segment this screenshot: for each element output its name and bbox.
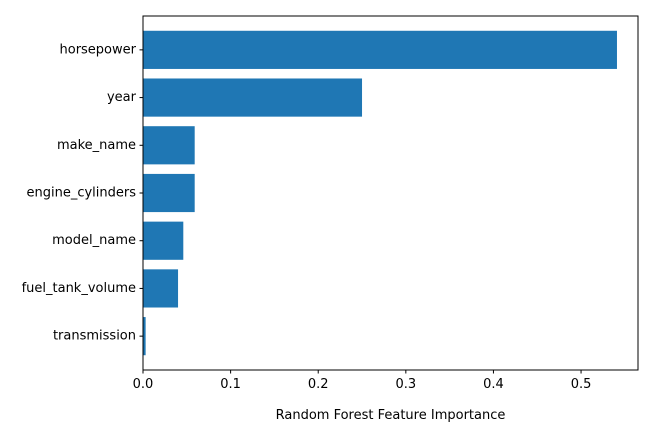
y-tick-label: transmission bbox=[53, 329, 136, 344]
y-tick-label: make_name bbox=[57, 138, 136, 153]
y-tick-label: fuel_tank_volume bbox=[22, 281, 136, 296]
x-tick-label: 0.1 bbox=[220, 377, 241, 392]
bar-horsepower bbox=[143, 30, 617, 69]
y-tick-label: year bbox=[107, 90, 137, 105]
x-tick-label: 0.4 bbox=[483, 377, 504, 392]
bar-transmission bbox=[143, 317, 146, 356]
bar-make-name bbox=[143, 126, 195, 165]
y-tick-label: engine_cylinders bbox=[26, 186, 136, 201]
x-tick-label: 0.5 bbox=[571, 377, 592, 392]
y-tick-label: horsepower bbox=[60, 42, 137, 57]
x-tick-label: 0.3 bbox=[395, 377, 416, 392]
x-axis-label: Random Forest Feature Importance bbox=[276, 408, 506, 423]
bar-year bbox=[143, 78, 363, 117]
plot-frame bbox=[142, 15, 639, 371]
x-tick-label: 0.0 bbox=[133, 377, 154, 392]
bars bbox=[143, 30, 617, 356]
bar-fuel-tank-volume bbox=[143, 269, 179, 308]
x-axis: 0.0 0.1 0.2 0.3 0.4 0.5 bbox=[133, 370, 592, 392]
bar-model-name bbox=[143, 221, 184, 260]
x-tick-label: 0.2 bbox=[308, 377, 329, 392]
y-axis: horsepower year make_name engine_cylindersm… bbox=[22, 42, 143, 344]
bar-engine-cylinders bbox=[143, 173, 195, 213]
y-tick-label: model_name bbox=[52, 233, 136, 248]
